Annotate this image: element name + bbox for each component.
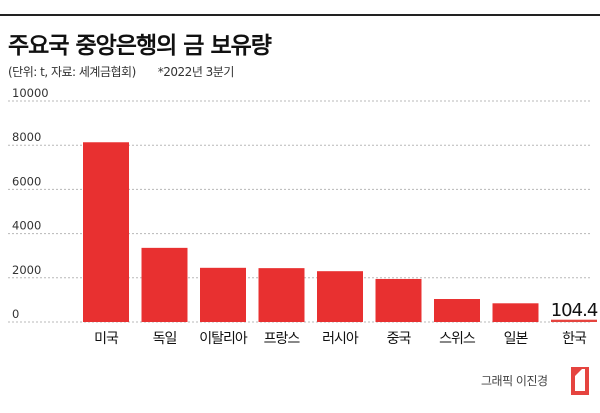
bar: [141, 247, 188, 322]
x-tick-label: 중국: [387, 331, 412, 347]
y-tick-label: 8000: [12, 130, 41, 144]
unit-source-note: (단위: t, 자료: 세계금협회): [8, 65, 136, 79]
x-tick-label: 러시아: [322, 331, 359, 347]
date-note: *2022년 3분기: [157, 65, 235, 79]
y-axis-labels: 0 2000 4000 6000 8000 10000: [12, 86, 49, 321]
y-tick-label: 4000: [12, 219, 41, 233]
y-tick-label: 0: [12, 307, 19, 321]
x-axis-labels: 미국 독일 이탈리아 프랑스 러시아 중국 스위스 일본 한국: [94, 331, 588, 347]
x-tick-label: 프랑스: [264, 331, 301, 347]
x-tick-label: 이탈리아: [199, 331, 248, 347]
bars: 104.4: [83, 142, 599, 322]
bar: [317, 271, 363, 322]
y-tick-label: 6000: [12, 174, 41, 188]
bar: [434, 299, 480, 322]
logo-icon: [571, 367, 589, 395]
data-label: 104.4: [551, 300, 598, 321]
bar: [492, 303, 539, 322]
bar: [83, 142, 129, 322]
bar: [258, 268, 305, 322]
graphic-credit: 그래픽 이진경: [481, 374, 548, 388]
chart-subtitle: (단위: t, 자료: 세계금협회) *2022년 3분기: [8, 63, 234, 80]
top-rule: [0, 14, 600, 16]
y-tick-label: 10000: [12, 86, 49, 100]
x-tick-label: 한국: [562, 331, 587, 347]
y-tick-label: 2000: [12, 263, 41, 277]
bar: [375, 278, 422, 322]
bar: [551, 319, 597, 322]
bar: [200, 267, 246, 322]
chart-title: 주요국 중앙은행의 금 보유량: [8, 33, 272, 59]
x-tick-label: 독일: [153, 331, 177, 347]
x-tick-label: 스위스: [439, 331, 476, 347]
x-tick-label: 일본: [504, 331, 529, 347]
x-tick-label: 미국: [94, 331, 119, 347]
bar-chart: 0 2000 4000 6000 8000 10000 104.4 미국 독일 이탈리아 프랑스…: [8, 86, 599, 347]
